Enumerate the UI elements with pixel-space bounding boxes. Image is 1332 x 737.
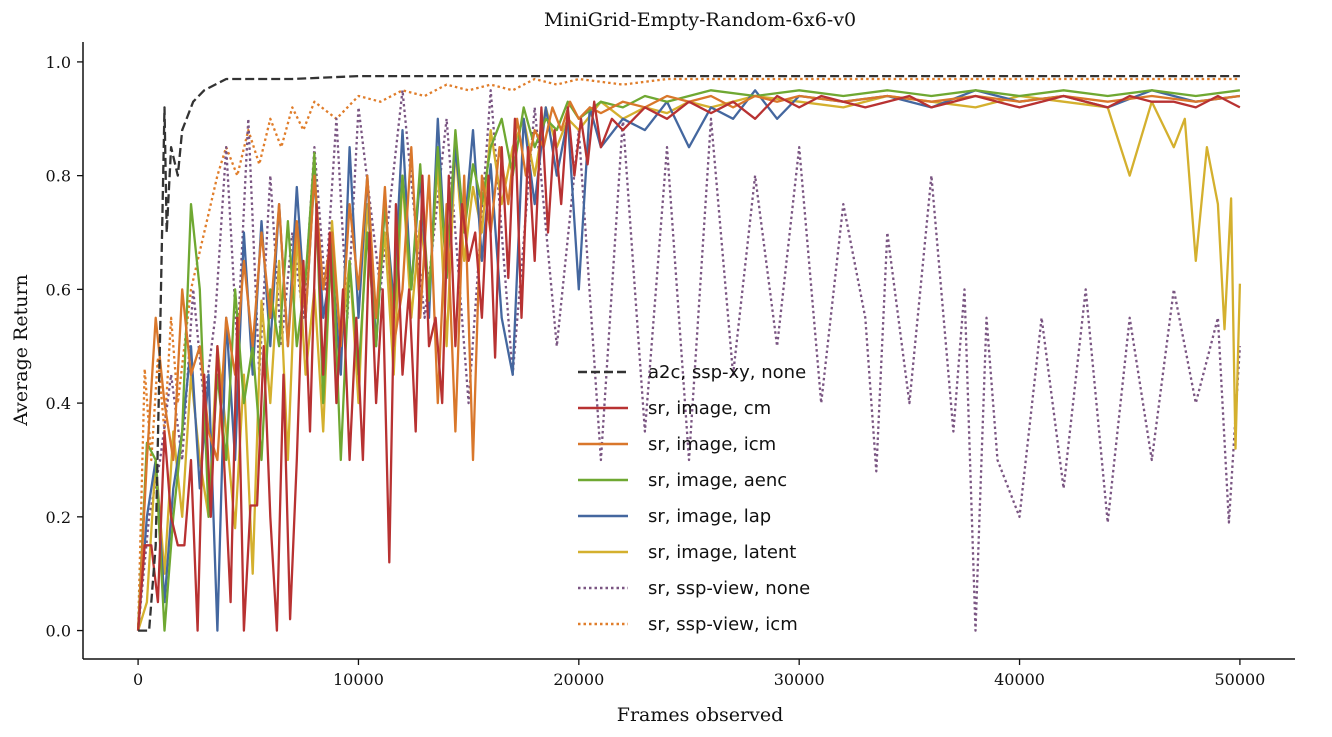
- ticks: 0 10000 20000 30000 40000 50000 0.0 0.2 0.4 0.6 0.…: [46, 53, 1266, 689]
- legend-label-2: sr, image, cm: [648, 398, 771, 419]
- series-line-1: [138, 74, 1240, 632]
- series-line-2: [136, 94, 1241, 632]
- axes: [82, 42, 1295, 660]
- y-tick-label: 0.0: [46, 622, 71, 641]
- x-tick-label: 50000: [1214, 670, 1265, 689]
- chart-title: MiniGrid-Empty-Random-6x6-v0: [544, 9, 856, 31]
- legend-label-4: sr, image, aenc: [648, 470, 787, 491]
- x-tick-label: 10000: [333, 670, 384, 689]
- legend: a2c, ssp-xy, none sr, image, cm sr, image,…: [578, 362, 810, 635]
- y-tick-label: 1.0: [46, 53, 71, 72]
- y-axis-label: Average Return: [10, 274, 32, 427]
- x-tick-label: 20000: [553, 670, 604, 689]
- y-tick-label: 0.4: [46, 394, 71, 413]
- x-tick-label: 30000: [774, 670, 825, 689]
- x-tick-label: 0: [133, 670, 143, 689]
- legend-label-7: sr, ssp-view, none: [648, 578, 810, 599]
- legend-label-8: sr, ssp-view, icm: [648, 614, 798, 635]
- legend-label-1: a2c, ssp-xy, none: [648, 362, 806, 383]
- y-tick-label: 0.2: [46, 508, 71, 527]
- series-line-8: [136, 77, 1240, 631]
- legend-label-5: sr, image, lap: [648, 506, 771, 527]
- x-axis-label: Frames observed: [617, 704, 783, 726]
- legend-label-3: sr, image, icm: [648, 434, 776, 455]
- y-tick-label: 0.8: [46, 167, 71, 186]
- series-layer: [136, 74, 1242, 632]
- x-tick-label: 40000: [994, 670, 1045, 689]
- series-line-3: [136, 94, 1241, 631]
- legend-label-6: sr, image, latent: [648, 542, 796, 563]
- y-tick-label: 0.6: [46, 280, 71, 299]
